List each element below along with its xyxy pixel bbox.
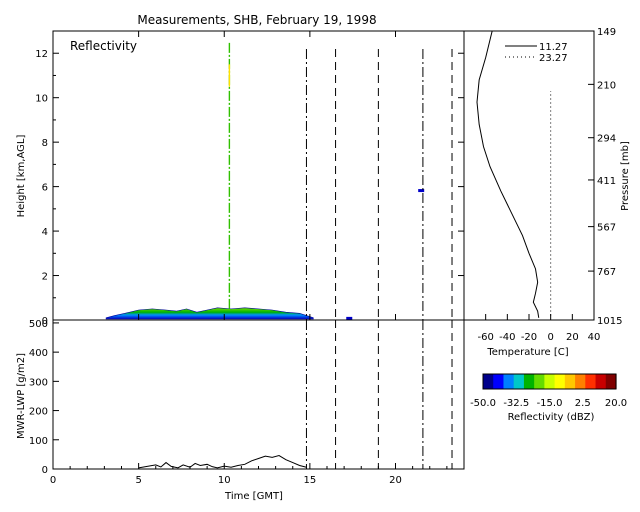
colorbar-swatch-4 <box>523 374 535 389</box>
colorbar-swatch-8 <box>564 374 576 389</box>
pressure-tick-label-0: 1015 <box>597 316 622 327</box>
colorbar-swatch-1 <box>493 374 505 389</box>
legend-label-2: 23.27 <box>539 53 568 64</box>
lwp-ytick-label-2: 200 <box>29 407 48 418</box>
lwp-xtick-label-3: 15 <box>304 475 317 486</box>
colorbar: Reflectivity (dBZ) -50.0 -32.5 -15.0 2.5 20.… <box>470 373 627 423</box>
colorbar-swatch-2 <box>503 374 515 389</box>
colorbar-swatch-9 <box>575 374 586 389</box>
echo-0 <box>346 316 353 320</box>
colorbar-tick-label-4: 20.0 <box>605 398 627 409</box>
temp-xtick-label-1: -40 <box>499 332 515 343</box>
lwp-ytick-label-5: 500 <box>29 319 48 330</box>
colorbar-swatch-0 <box>483 374 494 389</box>
lwp-ylabel: MWR-LWP [g/m2] <box>16 353 27 439</box>
temperature-frame <box>463 30 595 321</box>
lwp-xtick-label-4: 20 <box>389 475 402 486</box>
colorbar-swatch-10 <box>585 374 597 389</box>
refl-ytick-label-4: 8 <box>42 138 48 149</box>
chart-title: Measurements, SHB, February 19, 1998 <box>137 13 376 27</box>
temperature-series-solid <box>476 30 540 318</box>
reflectivity-panel: Reflectivity Height [km,AGL] 0 2 4 6 8 10 12 <box>16 30 465 327</box>
lwp-panel: MWR-LWP [g/m2] Time [GMT] 01002003004005… <box>16 319 465 502</box>
lwp-ytick-label-4: 400 <box>29 348 48 359</box>
cloud-layer <box>105 307 314 320</box>
colorbar-tick-label-1: -32.5 <box>503 398 529 409</box>
lwp-xtick-label-1: 5 <box>135 475 141 486</box>
refl-ytick-label-1: 2 <box>42 272 48 283</box>
refl-ytick-label-5: 10 <box>35 94 48 105</box>
colorbar-swatch-6 <box>544 374 556 389</box>
pressure-tick-label-6: 149 <box>597 27 616 38</box>
temperature-panel: Temperature [C] Pressure [mb] 11.27 23.2… <box>463 27 631 358</box>
colorbar-tick-label-0: -50.0 <box>470 398 496 409</box>
pressure-tick-label-1: 767 <box>597 267 616 278</box>
pressure-ylabel: Pressure [mb] <box>620 141 631 211</box>
colorbar-swatch-11 <box>595 374 607 389</box>
colorbar-tick-label-3: 2.5 <box>575 398 591 409</box>
colorbar-swatch-5 <box>534 374 545 389</box>
lwp-xtick-label-2: 10 <box>218 475 231 486</box>
panel-label-reflectivity: Reflectivity <box>70 39 137 53</box>
temp-xtick-label-2: -20 <box>521 332 537 343</box>
reflectivity-frame <box>52 30 465 321</box>
colorbar-frame <box>482 373 617 390</box>
temp-xtick-label-3: 0 <box>547 332 553 343</box>
colorbar-swatch-12 <box>605 374 617 389</box>
temp-xtick-label-4: 20 <box>566 332 579 343</box>
colorbar-label: Reflectivity (dBZ) <box>508 412 595 423</box>
legend-label-1: 11.27 <box>539 42 568 53</box>
pressure-tick-label-3: 411 <box>597 176 616 187</box>
lwp-xtick-label-0: 0 <box>50 475 56 486</box>
refl-ytick-label-6: 12 <box>35 49 48 60</box>
temp-xtick-label-5: 40 <box>588 332 601 343</box>
colorbar-swatch-3 <box>513 374 525 389</box>
lwp-xlabel: Time [GMT] <box>224 491 283 502</box>
refl-ytick-label-0: 0 <box>42 316 48 327</box>
pressure-tick-label-4: 294 <box>597 134 616 145</box>
reflectivity-ylabel: Height [km,AGL] <box>16 135 27 218</box>
echo-1 <box>418 189 425 193</box>
refl-ytick-label-3: 6 <box>42 183 48 194</box>
lwp-ytick-label-3: 300 <box>29 377 48 388</box>
temp-xtick-label-0: -60 <box>477 332 493 343</box>
lwp-frame <box>52 319 465 470</box>
lwp-ytick-label-1: 100 <box>29 436 48 447</box>
lwp-ytick-label-0: 0 <box>42 465 48 476</box>
pressure-tick-label-2: 567 <box>597 223 616 234</box>
colorbar-tick-label-2: -15.0 <box>537 398 563 409</box>
temperature-xlabel: Temperature [C] <box>486 347 568 358</box>
lwp-series-line <box>138 455 307 469</box>
colorbar-swatch-7 <box>554 374 566 389</box>
temperature-legend: 11.27 23.27 <box>505 42 568 64</box>
pressure-tick-label-5: 210 <box>597 80 616 91</box>
refl-ytick-label-2: 4 <box>42 227 48 238</box>
